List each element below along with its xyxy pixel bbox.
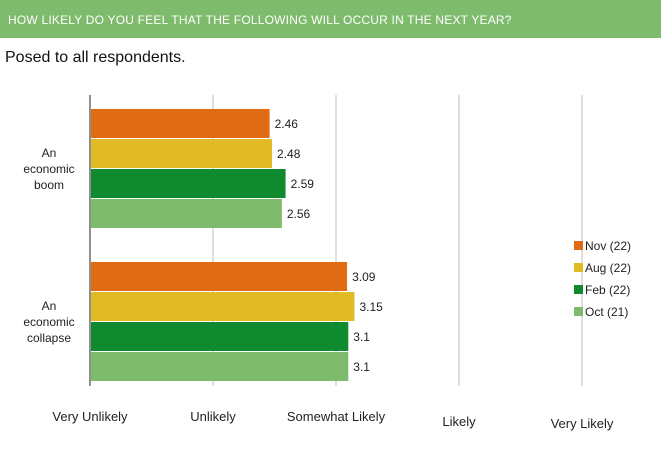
chart-subtitle: Posed to all respondents. bbox=[5, 49, 186, 66]
legend-label: Oct (21) bbox=[585, 305, 628, 319]
bar bbox=[91, 322, 349, 351]
data-label: 2.46 bbox=[275, 117, 299, 131]
bar bbox=[91, 169, 286, 198]
data-label: 2.59 bbox=[291, 177, 315, 191]
category-label: economic bbox=[23, 315, 74, 329]
bar bbox=[91, 109, 270, 138]
bar bbox=[91, 139, 273, 168]
legend-label: Nov (22) bbox=[585, 239, 631, 253]
data-label: 2.48 bbox=[277, 147, 301, 161]
x-tick-label: Somewhat Likely bbox=[287, 409, 386, 424]
chart-title: HOW LIKELY DO YOU FEEL THAT THE FOLLOWIN… bbox=[8, 13, 512, 27]
category-label: boom bbox=[34, 178, 64, 192]
legend-swatch bbox=[574, 285, 583, 294]
x-tick-label: Likely bbox=[442, 414, 476, 429]
legend-swatch bbox=[574, 307, 583, 316]
legend-swatch bbox=[574, 263, 583, 272]
bar bbox=[91, 352, 349, 381]
category-label: collapse bbox=[27, 331, 71, 345]
legend-label: Aug (22) bbox=[585, 261, 631, 275]
x-tick-label: Very Unlikely bbox=[52, 409, 128, 424]
bar bbox=[91, 262, 348, 291]
legend-swatch bbox=[574, 241, 583, 250]
legend-label: Feb (22) bbox=[585, 283, 630, 297]
data-label: 3.09 bbox=[352, 270, 376, 284]
chart-header-bar: HOW LIKELY DO YOU FEEL THAT THE FOLLOWIN… bbox=[0, 0, 661, 41]
category-label: An bbox=[42, 299, 57, 313]
bar bbox=[91, 292, 355, 321]
data-label: 2.56 bbox=[287, 207, 311, 221]
data-label: 3.15 bbox=[359, 300, 383, 314]
x-tick-label: Very Likely bbox=[551, 416, 614, 431]
x-tick-label: Unlikely bbox=[190, 409, 236, 424]
category-label: An bbox=[42, 146, 57, 160]
category-label: economic bbox=[23, 162, 74, 176]
bar bbox=[91, 199, 282, 228]
data-label: 3.1 bbox=[353, 360, 370, 374]
data-label: 3.1 bbox=[353, 330, 370, 344]
